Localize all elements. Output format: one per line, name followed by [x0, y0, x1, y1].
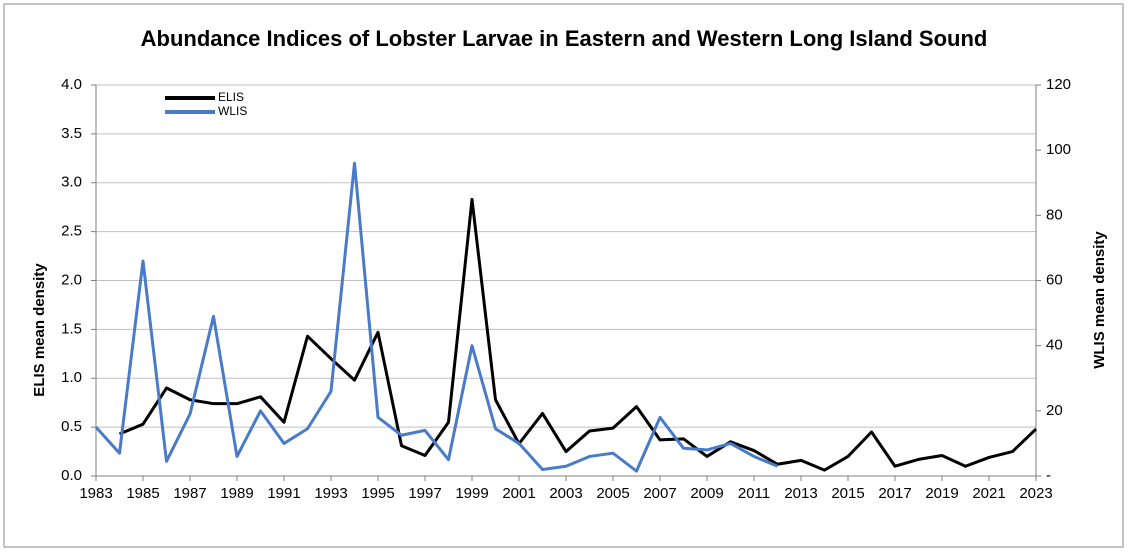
y-tick-label: 1.5: [61, 320, 82, 337]
x-tick-label: 1991: [267, 485, 300, 502]
x-tick-label: 2013: [784, 485, 817, 502]
y-tick-label: 2.0: [61, 271, 82, 288]
x-tick-label: 1987: [173, 485, 206, 502]
x-tick-label: 2021: [972, 485, 1005, 502]
y2-tick-label: 100: [1046, 141, 1071, 158]
x-tick-label: 1993: [314, 485, 347, 502]
y2-tick-label: 20: [1046, 402, 1063, 419]
x-tick-label: 2019: [925, 485, 958, 502]
x-tick-label: 1997: [408, 485, 441, 502]
y-tick-label: 3.5: [61, 125, 82, 142]
y2-tick-label: 120: [1046, 76, 1071, 93]
x-tick-label: 2001: [502, 485, 535, 502]
series-line: [118, 197, 1038, 472]
x-tick-label: 2005: [596, 485, 629, 502]
x-tick-label: 2003: [549, 485, 582, 502]
x-tick-label: 1989: [220, 485, 253, 502]
y-tick-label: 4.0: [61, 76, 82, 93]
y2-tick-label: 80: [1046, 206, 1063, 223]
y-tick-label: 2.5: [61, 223, 82, 240]
x-tick-label: 1983: [79, 485, 112, 502]
legend-label: WLIS: [218, 104, 247, 118]
series-line: [94, 161, 779, 473]
y-tick-label: 0.5: [61, 418, 82, 435]
y-tick-label: 3.0: [61, 174, 82, 191]
y2-tick-label: -: [1046, 467, 1051, 484]
y2-tick-label: 40: [1046, 337, 1063, 354]
y2-tick-label: 60: [1046, 271, 1063, 288]
y-tick-label: 0.0: [61, 467, 82, 484]
x-tick-label: 2015: [831, 485, 864, 502]
x-tick-label: 1999: [455, 485, 488, 502]
x-tick-label: 2009: [690, 485, 723, 502]
x-tick-label: 1985: [126, 485, 159, 502]
y-axis-label: ELIS mean density: [31, 263, 48, 397]
y2-axis-label: WLIS mean density: [1091, 231, 1108, 369]
x-tick-label: 1995: [361, 485, 394, 502]
x-tick-label: 2017: [878, 485, 911, 502]
x-tick-label: 2011: [738, 485, 770, 502]
x-tick-label: 2007: [643, 485, 676, 502]
y-tick-label: 1.0: [61, 369, 82, 386]
chart-title: Abundance Indices of Lobster Larvae in E…: [140, 26, 988, 51]
legend-label: ELIS: [218, 90, 244, 104]
x-tick-label: 2023: [1019, 485, 1052, 502]
frame: [3, 3, 1124, 548]
